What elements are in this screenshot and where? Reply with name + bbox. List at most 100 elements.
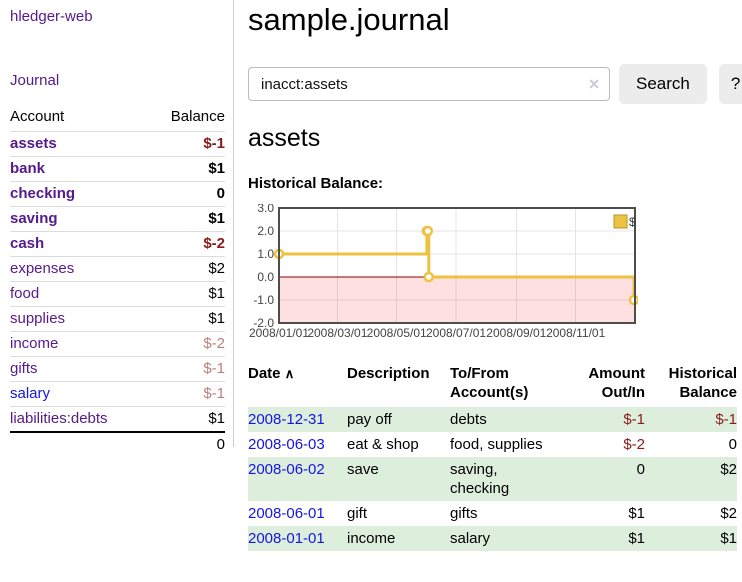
account-balance: $1 [148,306,225,332]
account-row: expenses $2 [10,256,225,282]
historical-balance-chart[interactable]: $3.0 2.0 1.0 0.0 -1.0 -2.02008/01/012008/03/0… [248,204,638,346]
y-tick-label: -1.0 [253,293,274,307]
account-row: income $-2 [10,331,225,357]
y-tick-label: 2.0 [257,224,274,238]
app-brand-link[interactable]: hledger-web [10,8,93,25]
register-accounts: debts [450,407,560,432]
account-link[interactable]: salary [10,385,51,402]
x-tick-label: 2008/01/01 [249,326,309,340]
account-balance: $-2 [148,231,225,257]
account-link[interactable]: liabilities:debts [10,410,108,427]
register-date-link[interactable]: 2008-06-01 [248,505,325,522]
register-header-accounts: To/From Account(s) [450,365,529,401]
register-date-link[interactable]: 2008-06-03 [248,436,325,453]
register-table: Date ∧ Description To/From Account(s) Am… [248,362,737,551]
account-row: food $1 [10,281,225,307]
register-balance: $2 [645,457,737,501]
account-balance: $-1 [148,131,225,157]
account-link[interactable]: bank [10,160,46,177]
account-balance: $-2 [148,331,225,357]
legend-label: $ [629,215,636,229]
register-row: 2008-12-31 pay off debts $-1 $-1 [248,407,737,432]
account-row: liabilities:debts $1 [10,406,225,432]
register-amount: $1 [560,526,645,551]
main-content: sample.journal ✕ Search ? assets Histori… [248,0,742,551]
help-button[interactable]: ? [718,64,742,104]
account-balance: $1 [148,281,225,307]
x-tick-label: 2008/09/01 [486,326,546,340]
accounts-table: Account Balance assets $-1 bank $1 checking 0… [10,106,225,457]
register-description: save [347,457,450,501]
account-link[interactable]: gifts [10,360,38,377]
register-accounts: food, supplies [450,436,543,453]
register-row: 2008-06-01 gift gifts $1 $2 [248,501,737,526]
page-title: sample.journal [248,2,450,37]
register-accounts: gifts [450,505,478,522]
account-row: gifts $-1 [10,356,225,382]
y-tick-label: -2.0 [253,316,274,330]
search-input[interactable] [248,67,610,101]
register-date-link[interactable]: 2008-12-31 [248,411,325,428]
data-point [422,225,434,237]
account-link[interactable]: food [10,285,40,302]
x-tick-label: 2008/05/01 [367,326,427,340]
account-link[interactable]: cash [10,235,45,252]
account-link[interactable]: income [10,335,59,352]
search-form: ✕ Search ? [248,64,742,104]
account-row: supplies $1 [10,306,225,332]
y-tick-label: 0.0 [257,270,274,284]
account-row: cash $-2 [10,231,225,257]
data-point [423,271,435,283]
register-header-balance: Historical Balance [668,365,737,401]
register-amount: $1 [628,505,645,522]
register-balance: 0 [728,436,737,453]
account-row: bank $1 [10,156,225,182]
register-row: 2008-06-03 eat & shop food, supplies $-2 0 [248,432,737,457]
register-description: eat & shop [347,436,419,453]
sort-ascending-icon: ∧ [284,366,295,381]
accounts-total-value: 0 [148,431,225,457]
register-header-amount: Amount Out/In [588,365,645,401]
account-link[interactable]: expenses [10,260,75,277]
register-amount: $-1 [560,407,645,432]
account-row: saving $1 [10,206,225,232]
register-description: gift [347,505,368,522]
chart-heading: Historical Balance: [248,175,384,192]
register-balance: $2 [720,505,737,522]
sidebar: hledger-web Journal Account Balance asse… [0,0,234,457]
register-header-description: Description [347,365,430,382]
account-balance: $1 [148,206,225,232]
search-button[interactable]: Search [619,64,707,104]
register-row: 2008-06-02 save saving, checking 0 $2 [248,457,737,501]
register-description: pay off [347,407,450,432]
register-date-link[interactable]: 2008-01-01 [248,530,325,547]
register-balance: $-1 [645,407,737,432]
register-date-link[interactable]: 2008-06-02 [248,461,325,478]
account-balance: $-1 [148,356,225,382]
account-row: salary $-1 [10,381,225,407]
register-header-date[interactable]: Date ∧ [248,365,295,382]
clear-search-icon[interactable]: ✕ [588,76,600,92]
account-link[interactable]: saving [10,210,58,227]
y-tick-label: 1.0 [257,247,274,261]
register-amount: $-2 [623,436,645,453]
account-balance: $-1 [148,381,225,407]
account-balance: $1 [148,406,225,432]
register-description: income [347,526,450,551]
accounts-header-account: Account [10,108,65,125]
account-balance: $2 [148,256,225,282]
account-balance: $1 [148,156,225,182]
legend-swatch [613,214,628,229]
register-accounts: saving, checking [450,457,560,501]
sidebar-item-journal[interactable]: Journal [10,72,60,89]
register-accounts: salary [450,526,560,551]
account-link[interactable]: checking [10,185,76,202]
account-row: assets $-1 [10,131,225,157]
accounts-table-body: assets $-1 bank $1 checking 0 saving $1 cash $-2 e… [10,131,225,432]
account-link[interactable]: assets [10,135,57,152]
register-row: 2008-01-01 income salary $1 $1 [248,526,737,551]
register-balance: $1 [645,526,737,551]
account-balance: 0 [148,181,225,207]
account-link[interactable]: supplies [10,310,66,327]
register-amount: 0 [560,457,645,501]
